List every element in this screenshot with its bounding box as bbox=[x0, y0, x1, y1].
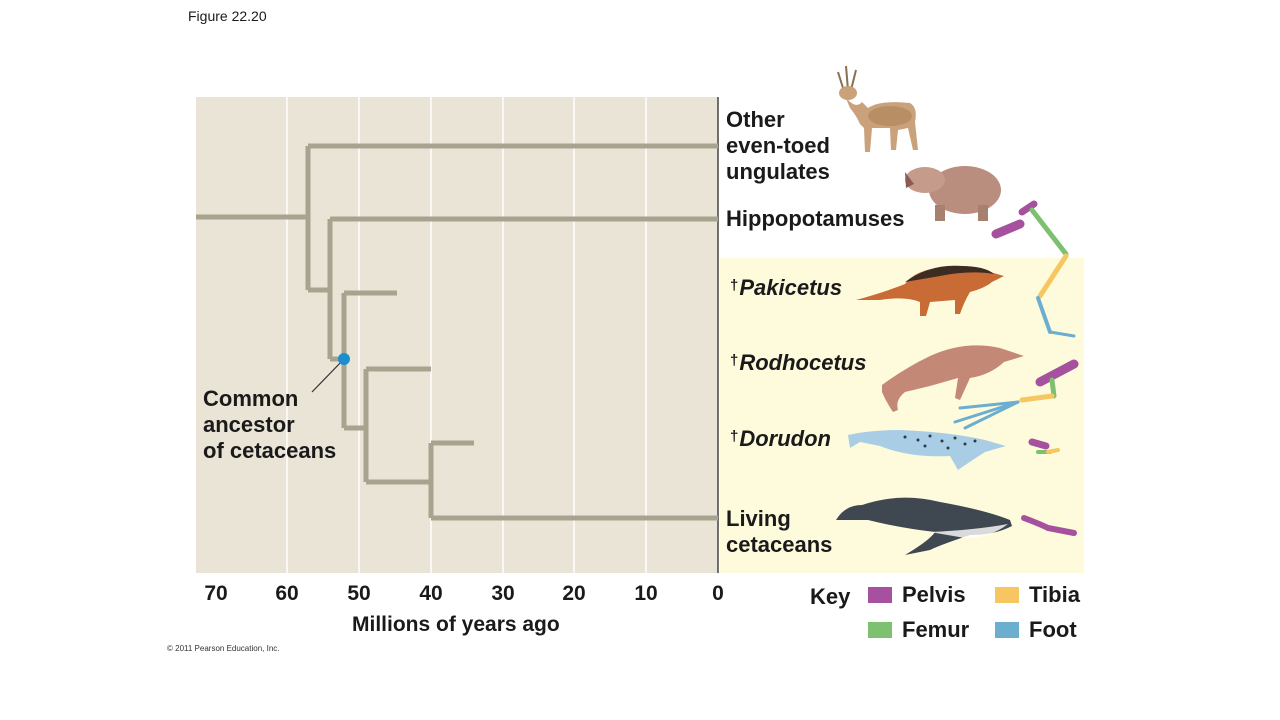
axis-tick: 10 bbox=[634, 582, 658, 605]
taxon-dorudon: †Dorudon bbox=[730, 426, 831, 451]
humpback-whale-illustration bbox=[836, 497, 1012, 555]
foot-swatch bbox=[995, 622, 1019, 638]
hippo-hindlimb-bones bbox=[991, 200, 1076, 338]
axis-tick: 30 bbox=[491, 582, 515, 605]
tree-branches bbox=[196, 143, 718, 521]
dorudon-illustration bbox=[848, 430, 1006, 470]
axis-tick: 50 bbox=[347, 582, 371, 605]
extinct-mark: † bbox=[730, 428, 739, 445]
axis-title: Millions of years ago bbox=[352, 613, 560, 636]
rodhocetus-hindlimb-bones bbox=[953, 359, 1079, 430]
axis-tick: 20 bbox=[562, 582, 586, 605]
axis-tick: 60 bbox=[275, 582, 299, 605]
axis-tick: 70 bbox=[204, 582, 228, 605]
pakicetus-illustration bbox=[856, 265, 1004, 316]
axis-tick: 40 bbox=[419, 582, 443, 605]
key-item-foot: Foot bbox=[995, 617, 1077, 643]
taxon-pakicetus: †Pakicetus bbox=[730, 275, 843, 300]
plot-background bbox=[196, 97, 718, 573]
key-item-tibia: Tibia bbox=[995, 582, 1080, 608]
key-item-pelvis: Pelvis bbox=[868, 582, 966, 608]
taxon-hippopotamuses: Hippopotamuses bbox=[726, 206, 905, 231]
figure-label: Figure 22.20 bbox=[188, 8, 267, 24]
common-ancestor-label: Common ancestor of cetaceans bbox=[203, 386, 337, 463]
taxon-rodhocetus: †Rodhocetus bbox=[730, 350, 867, 375]
pelvis-swatch bbox=[868, 587, 892, 603]
rodhocetus-illustration bbox=[882, 345, 1024, 412]
copyright-notice: © 2011 Pearson Education, Inc. bbox=[167, 644, 280, 653]
taxon-other-ungulates: Other even-toed ungulates bbox=[726, 107, 830, 184]
femur-swatch bbox=[868, 622, 892, 638]
ancestor-pointer bbox=[311, 358, 345, 393]
hippo-illustration bbox=[905, 166, 1001, 221]
taxon-living-cetaceans: Living cetaceans bbox=[726, 506, 833, 557]
extinct-mark: † bbox=[730, 352, 739, 369]
time-gridlines bbox=[286, 97, 647, 573]
living-cetacean-pelvis-bone bbox=[1021, 515, 1077, 536]
tibia-swatch bbox=[995, 587, 1019, 603]
common-ancestor-node bbox=[338, 353, 350, 365]
extinct-mark: † bbox=[730, 277, 739, 294]
axis-tick: 0 bbox=[712, 582, 724, 605]
deer-illustration bbox=[837, 65, 918, 152]
dorudon-hindlimb-bones bbox=[1028, 438, 1060, 454]
key-title: Key bbox=[810, 584, 851, 609]
key-item-femur: Femur bbox=[868, 617, 969, 643]
